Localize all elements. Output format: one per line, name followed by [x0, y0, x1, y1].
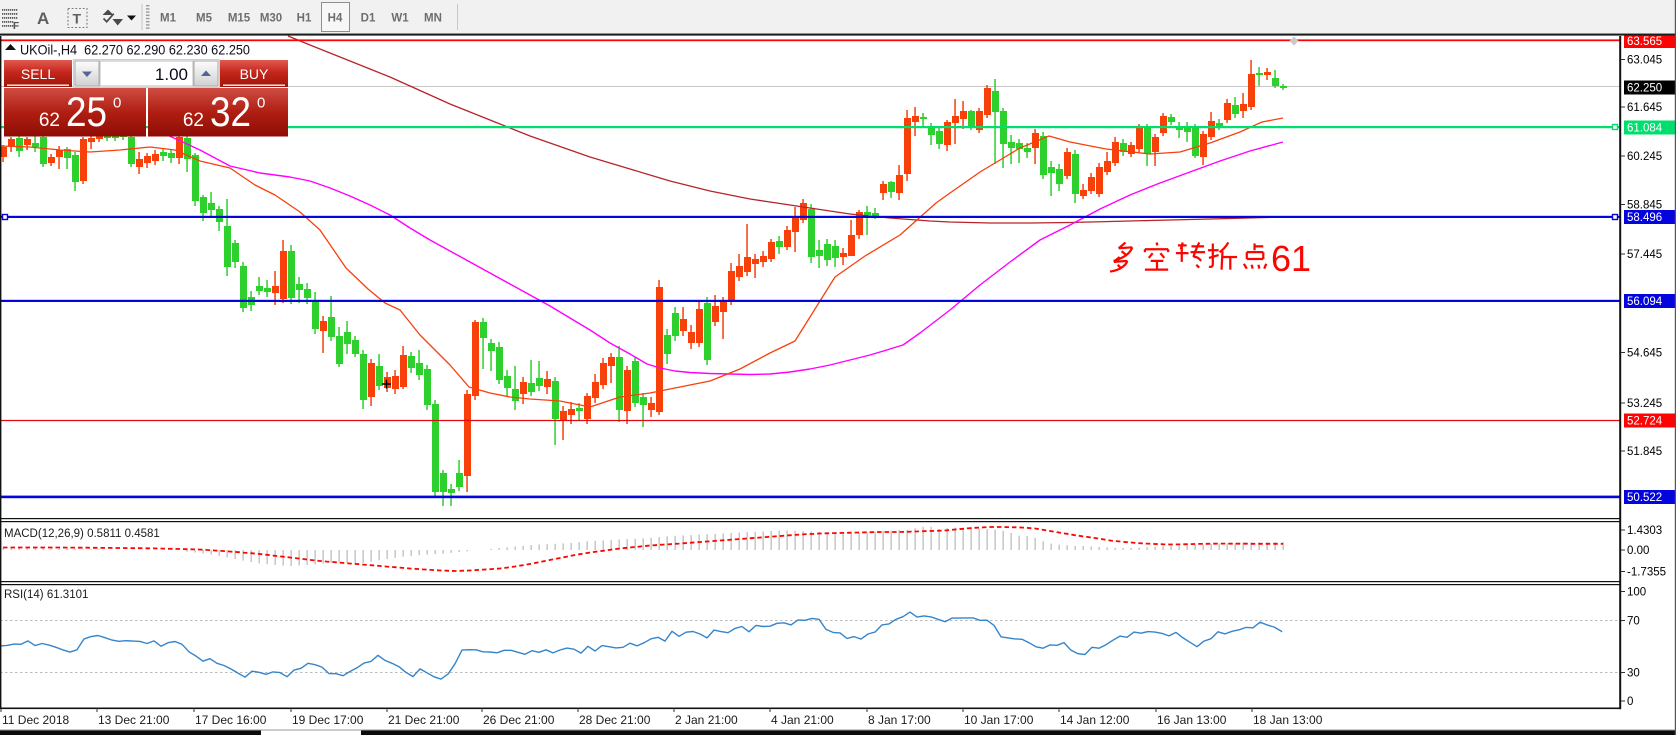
svg-text:62.250: 62.250 — [1627, 83, 1662, 95]
svg-text:63.565: 63.565 — [1627, 36, 1662, 48]
svg-text:14 Jan 12:00: 14 Jan 12:00 — [1060, 713, 1130, 727]
svg-text:SELL: SELL — [21, 66, 55, 82]
svg-text:61.084: 61.084 — [1627, 123, 1663, 135]
svg-text:H1: H1 — [297, 13, 312, 25]
svg-text:57.445: 57.445 — [1627, 249, 1662, 261]
svg-text:51.845: 51.845 — [1627, 446, 1662, 458]
svg-text:50.522: 50.522 — [1627, 492, 1662, 504]
svg-text:100: 100 — [1627, 587, 1646, 599]
svg-text:58.496: 58.496 — [1627, 212, 1662, 224]
svg-text:61: 61 — [1271, 238, 1311, 279]
svg-text:1.00: 1.00 — [155, 65, 188, 84]
svg-text:53.245: 53.245 — [1627, 398, 1662, 410]
svg-text:M5: M5 — [196, 13, 213, 25]
svg-text:A: A — [37, 9, 49, 28]
svg-text:60.245: 60.245 — [1627, 151, 1662, 163]
svg-text:RSI(14) 61.3101: RSI(14) 61.3101 — [4, 589, 88, 601]
svg-text:54.645: 54.645 — [1627, 348, 1662, 360]
svg-text:0.00: 0.00 — [1627, 545, 1649, 557]
svg-text:8 Jan 17:00: 8 Jan 17:00 — [868, 713, 931, 727]
svg-text:21 Dec 21:00: 21 Dec 21:00 — [388, 713, 460, 727]
svg-text:2 Jan 21:00: 2 Jan 21:00 — [675, 713, 738, 727]
svg-text:BUY: BUY — [240, 66, 269, 82]
svg-text:F: F — [13, 21, 19, 32]
svg-text:58.845: 58.845 — [1627, 200, 1662, 212]
svg-text:0: 0 — [1627, 696, 1633, 708]
svg-text:17 Dec 16:00: 17 Dec 16:00 — [195, 713, 267, 727]
svg-text:11 Dec 2018: 11 Dec 2018 — [2, 713, 69, 727]
svg-text:W1: W1 — [391, 13, 409, 25]
svg-text:61.645: 61.645 — [1627, 102, 1662, 114]
svg-text:MN: MN — [424, 13, 442, 25]
svg-text:MACD(12,26,9) 0.5811 0.4581: MACD(12,26,9) 0.5811 0.4581 — [4, 528, 160, 540]
svg-text:13 Dec 21:00: 13 Dec 21:00 — [98, 713, 170, 727]
svg-text:0: 0 — [257, 95, 265, 112]
svg-text:70: 70 — [1627, 616, 1640, 628]
svg-text:56.094: 56.094 — [1627, 296, 1663, 308]
svg-text:4 Jan 21:00: 4 Jan 21:00 — [771, 713, 834, 727]
svg-text:M1: M1 — [160, 13, 177, 25]
svg-text:M15: M15 — [228, 13, 251, 25]
svg-text:H4: H4 — [328, 13, 343, 25]
svg-text:25: 25 — [66, 88, 107, 135]
svg-text:1.4303: 1.4303 — [1627, 525, 1662, 537]
svg-text:32: 32 — [210, 88, 251, 135]
svg-text:30: 30 — [1627, 668, 1640, 680]
svg-text:0: 0 — [113, 95, 121, 112]
svg-text:28 Dec 21:00: 28 Dec 21:00 — [579, 713, 651, 727]
svg-text:52.724: 52.724 — [1627, 416, 1663, 428]
svg-text:18 Jan 13:00: 18 Jan 13:00 — [1253, 713, 1323, 727]
svg-text:62: 62 — [183, 110, 204, 131]
svg-text:10 Jan 17:00: 10 Jan 17:00 — [964, 713, 1034, 727]
svg-text:M30: M30 — [260, 13, 282, 25]
svg-text:26 Dec 21:00: 26 Dec 21:00 — [483, 713, 555, 727]
svg-text:-1.7355: -1.7355 — [1627, 567, 1666, 579]
svg-text:62: 62 — [39, 110, 60, 131]
svg-text:16 Jan 13:00: 16 Jan 13:00 — [1157, 713, 1227, 727]
svg-text:UKOil-,H4 62.270 62.290 62.23: UKOil-,H4 62.270 62.290 62.230 62.250 — [20, 42, 250, 58]
svg-text:19 Dec 17:00: 19 Dec 17:00 — [292, 713, 364, 727]
svg-text:T: T — [73, 11, 82, 27]
svg-text:63.045: 63.045 — [1627, 55, 1662, 67]
svg-text:D1: D1 — [361, 13, 376, 25]
